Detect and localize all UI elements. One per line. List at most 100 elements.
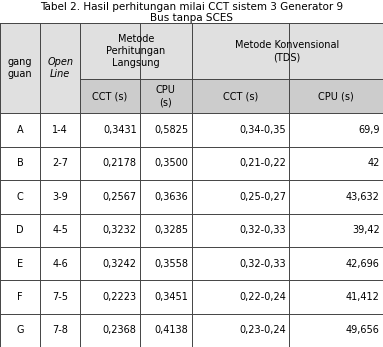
Text: 0,32-0,33: 0,32-0,33	[239, 225, 286, 235]
Bar	[0, 247, 40, 280]
Bar	[140, 280, 192, 314]
Text: 41,412: 41,412	[346, 292, 380, 302]
Bar	[0, 280, 40, 314]
Text: E: E	[17, 259, 23, 269]
Text: G: G	[16, 325, 24, 335]
Bar	[289, 147, 383, 180]
Text: 0,25-0,27: 0,25-0,27	[239, 192, 286, 202]
Bar	[140, 213, 192, 247]
Text: Tabel 2. Hasil perhitungan milai CCT sistem 3 Generator 9
Bus tanpa SCES: Tabel 2. Hasil perhitungan milai CCT sis…	[40, 2, 343, 23]
Bar	[80, 247, 140, 280]
Bar	[0, 113, 40, 147]
Bar	[80, 113, 140, 147]
Text: B: B	[17, 159, 23, 168]
Bar	[140, 314, 192, 347]
Bar	[80, 314, 140, 347]
Text: Metode Konvensional
(TDS): Metode Konvensional (TDS)	[235, 40, 339, 62]
Text: 0,3431: 0,3431	[103, 125, 137, 135]
Text: 49,656: 49,656	[346, 325, 380, 335]
Text: 0,3636: 0,3636	[155, 192, 188, 202]
Bar	[140, 79, 192, 113]
Text: C: C	[17, 192, 23, 202]
Text: 0,3242: 0,3242	[103, 259, 137, 269]
Bar	[289, 280, 383, 314]
Bar	[140, 113, 192, 147]
Bar	[40, 180, 80, 213]
Bar	[40, 213, 80, 247]
Bar	[0, 23, 40, 113]
Bar	[192, 180, 289, 213]
Bar	[40, 79, 80, 113]
Text: 0,5825: 0,5825	[154, 125, 188, 135]
Bar	[80, 23, 192, 79]
Bar	[40, 147, 80, 180]
Bar	[289, 314, 383, 347]
Bar	[40, 113, 80, 147]
Bar	[80, 147, 140, 180]
Bar	[80, 280, 140, 314]
Bar	[192, 23, 383, 79]
Text: 7-5: 7-5	[52, 292, 68, 302]
Text: CPU
(s): CPU (s)	[156, 85, 175, 108]
Bar	[140, 247, 192, 280]
Text: 0,22-0,24: 0,22-0,24	[239, 292, 286, 302]
Text: 0,3285: 0,3285	[154, 225, 188, 235]
Text: 0,32-0,33: 0,32-0,33	[239, 259, 286, 269]
Bar	[289, 213, 383, 247]
Text: Metode
Perhitungan
Langsung: Metode Perhitungan Langsung	[106, 34, 165, 68]
Bar	[80, 79, 140, 113]
Text: 7-8: 7-8	[52, 325, 68, 335]
Bar	[140, 180, 192, 213]
Bar	[192, 247, 289, 280]
Bar	[40, 280, 80, 314]
Text: 0,34-0,35: 0,34-0,35	[239, 125, 286, 135]
Text: 1-4: 1-4	[52, 125, 68, 135]
Text: CCT (s): CCT (s)	[223, 91, 258, 101]
Text: 0,3232: 0,3232	[103, 225, 137, 235]
Bar	[0, 79, 40, 113]
Bar	[192, 79, 289, 113]
Text: 0,2178: 0,2178	[103, 159, 137, 168]
Text: 43,632: 43,632	[346, 192, 380, 202]
Bar	[192, 213, 289, 247]
Text: 4-5: 4-5	[52, 225, 68, 235]
Text: CCT (s): CCT (s)	[92, 91, 128, 101]
Bar	[40, 247, 80, 280]
Text: 0,3451: 0,3451	[155, 292, 188, 302]
Text: CPU (s): CPU (s)	[318, 91, 354, 101]
Text: 0,4138: 0,4138	[155, 325, 188, 335]
Bar	[192, 113, 289, 147]
Bar	[0, 314, 40, 347]
Bar	[40, 314, 80, 347]
Bar	[0, 180, 40, 213]
Bar	[192, 314, 289, 347]
Bar	[289, 247, 383, 280]
Bar	[289, 180, 383, 213]
Bar	[192, 280, 289, 314]
Text: 4-6: 4-6	[52, 259, 68, 269]
Bar	[140, 147, 192, 180]
Bar	[192, 147, 289, 180]
Text: 42: 42	[368, 159, 380, 168]
Text: 69,9: 69,9	[358, 125, 380, 135]
Text: 0,23-0,24: 0,23-0,24	[239, 325, 286, 335]
Text: F: F	[17, 292, 23, 302]
Text: 42,696: 42,696	[346, 259, 380, 269]
Text: 0,3558: 0,3558	[154, 259, 188, 269]
Bar	[0, 213, 40, 247]
Bar	[40, 23, 80, 113]
Text: 2-7: 2-7	[52, 159, 68, 168]
Text: 0,21-0,22: 0,21-0,22	[239, 159, 286, 168]
Text: 0,2567: 0,2567	[103, 192, 137, 202]
Text: D: D	[16, 225, 24, 235]
Text: 3-9: 3-9	[52, 192, 68, 202]
Text: Open
Line: Open Line	[47, 57, 73, 79]
Text: gang
guan: gang guan	[8, 57, 33, 79]
Bar	[80, 213, 140, 247]
Text: 0,2368: 0,2368	[103, 325, 137, 335]
Bar	[289, 79, 383, 113]
Text: 0,3500: 0,3500	[155, 159, 188, 168]
Text: 39,42: 39,42	[352, 225, 380, 235]
Text: A: A	[17, 125, 23, 135]
Bar	[0, 147, 40, 180]
